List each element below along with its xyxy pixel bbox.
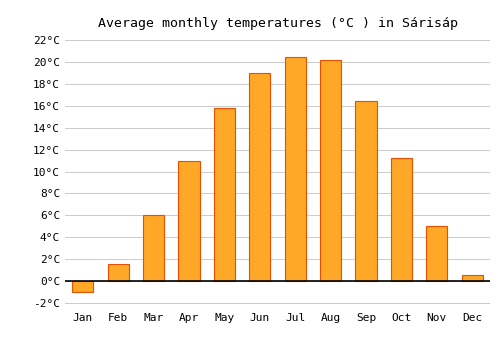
Bar (284, 57, 306, 281)
Bar (249, 73, 270, 281)
Bar (178, 161, 200, 281)
Bar (143, 215, 164, 281)
Bar (320, 60, 341, 281)
Title: Average monthly temperatures (°C ) in Sárisáp: Average monthly temperatures (°C ) in Sá… (98, 17, 458, 30)
Bar (426, 226, 448, 281)
Bar (356, 100, 376, 281)
Bar (72, 281, 94, 292)
Bar (108, 264, 129, 281)
Bar (462, 275, 483, 281)
Bar (391, 159, 412, 281)
Bar (214, 108, 235, 281)
